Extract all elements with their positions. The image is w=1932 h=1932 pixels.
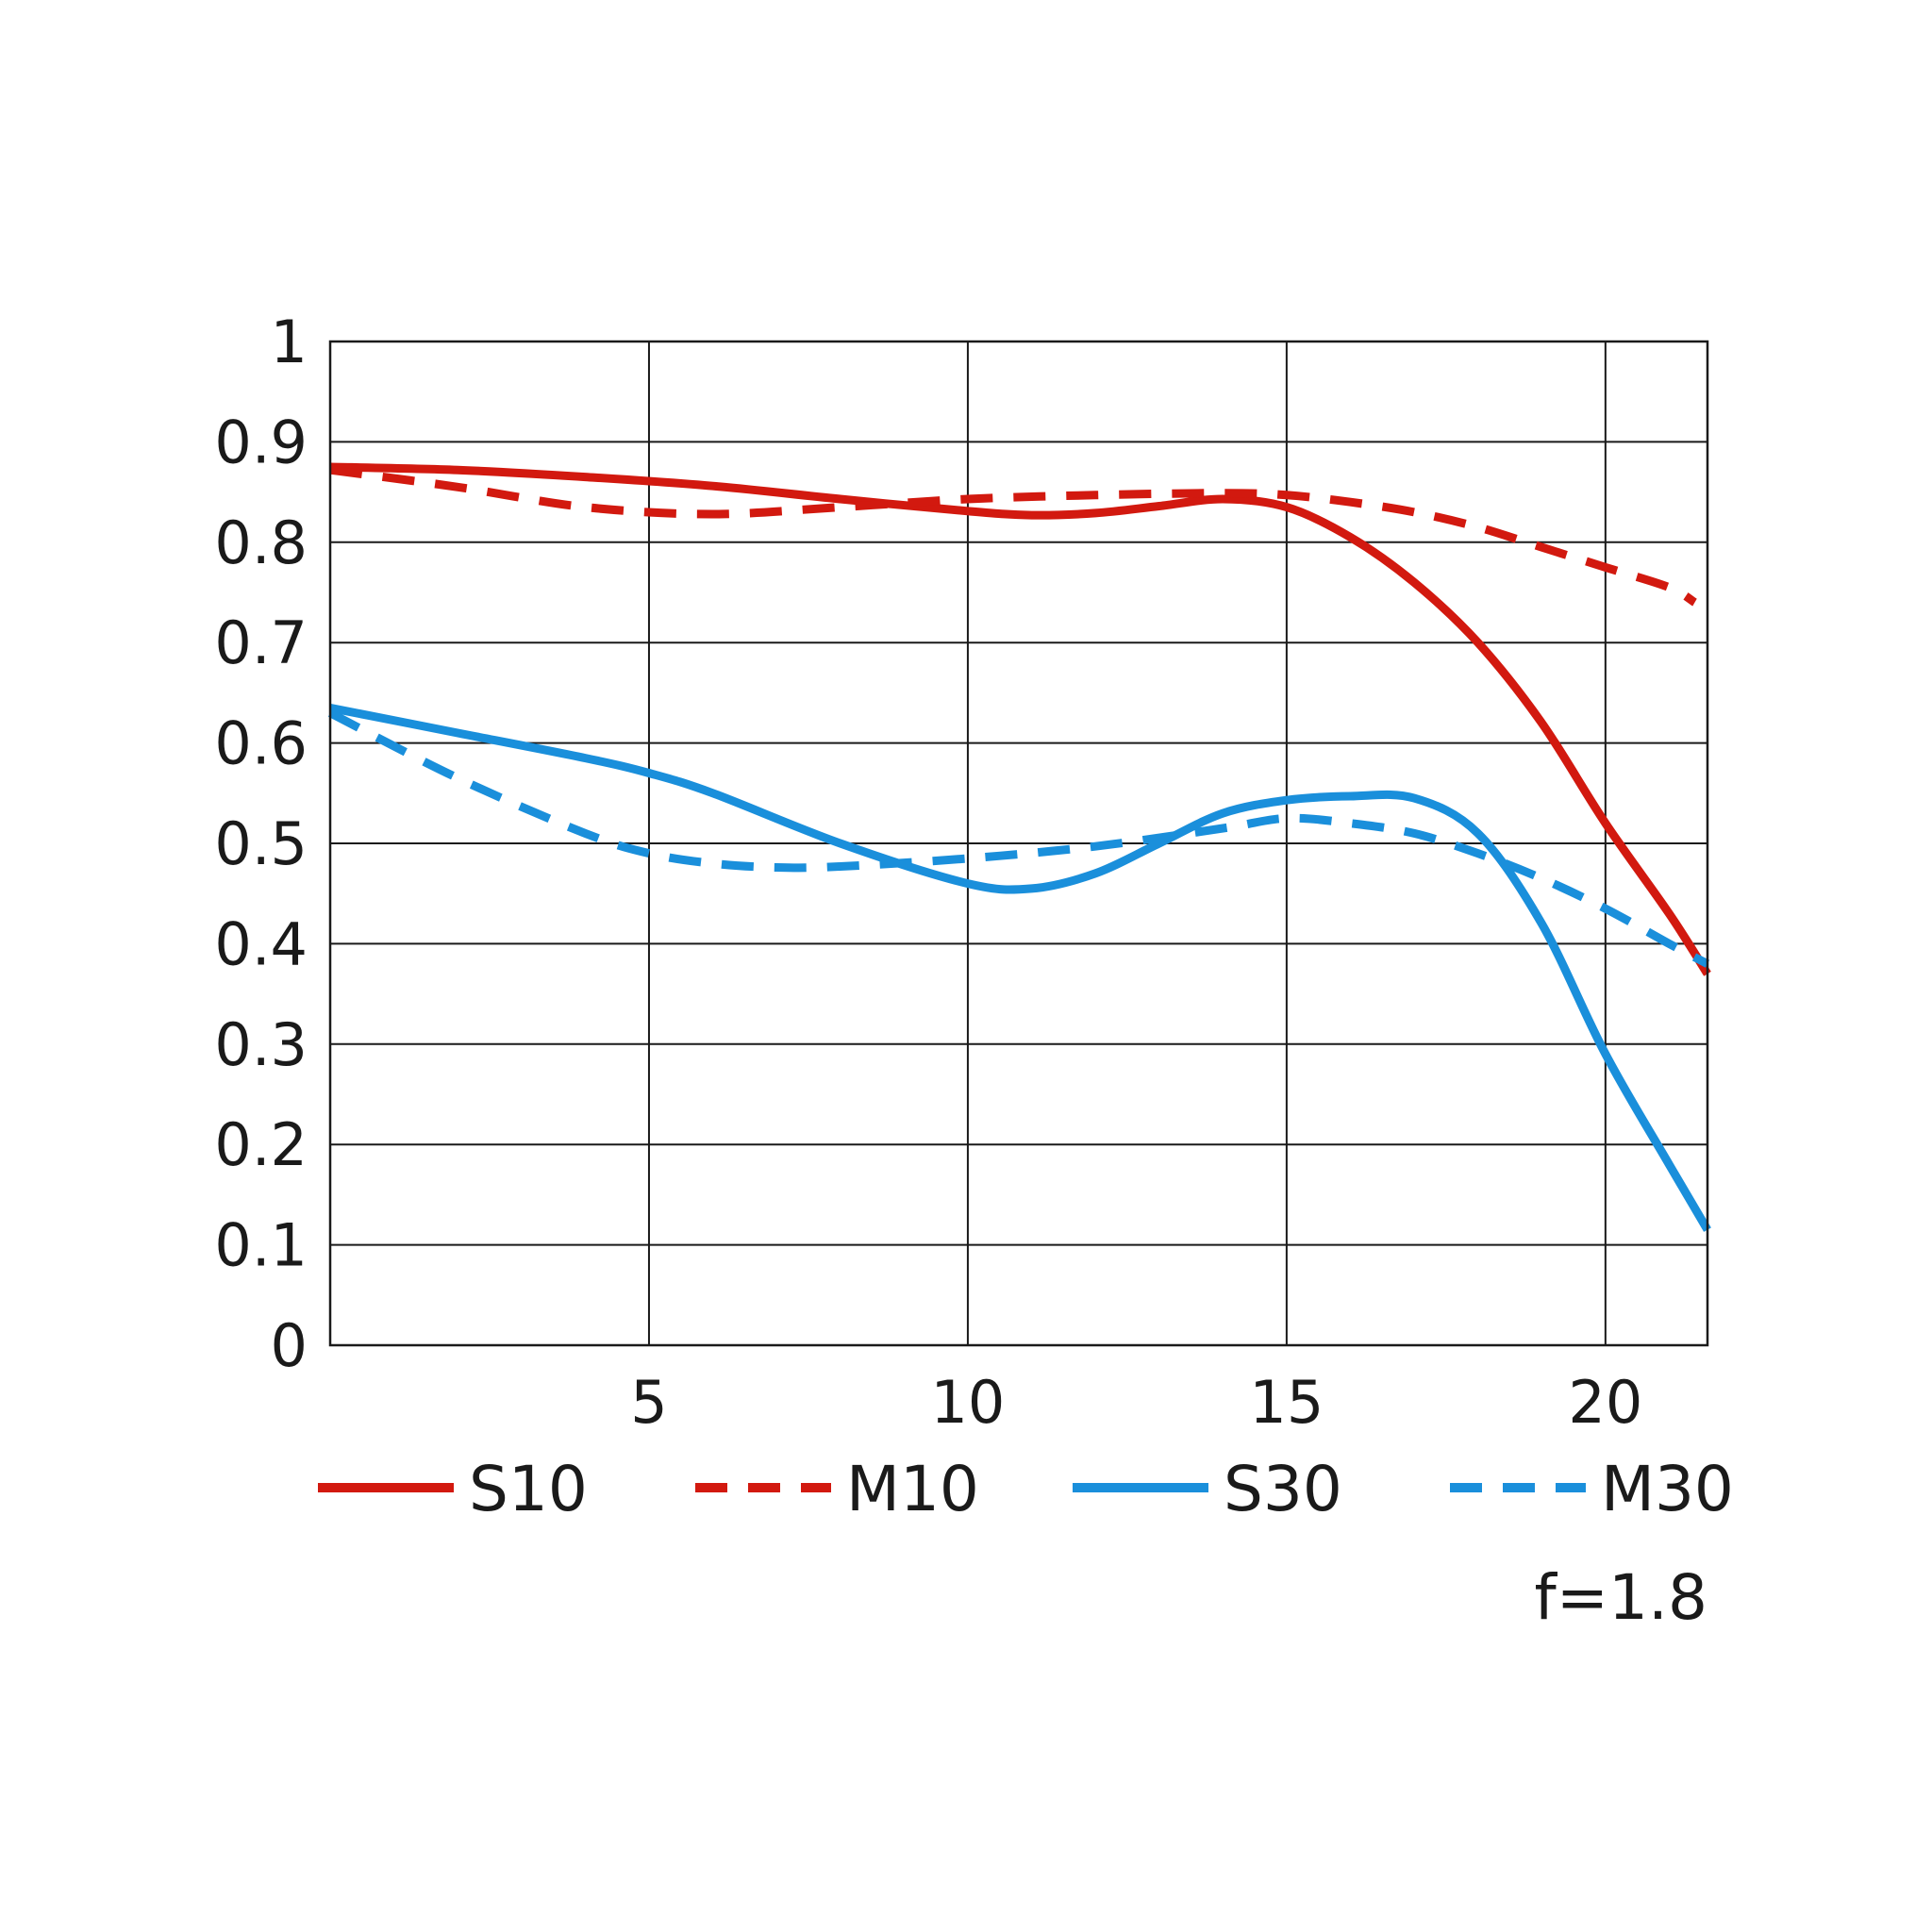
chart-series (327, 462, 1711, 1232)
series-line-s30 (329, 703, 1711, 1232)
y-tick-label: 0.4 (214, 909, 308, 978)
y-axis-tick-labels: 0 0.1 0.2 0.3 0.4 0.5 0.6 0.7 0.8 0.9 1 (214, 308, 308, 1380)
y-tick-label: 0.1 (214, 1211, 308, 1280)
x-tick-label: 10 (930, 1368, 1005, 1437)
chart-legend: S10 M10 S30 M30 (318, 1453, 1734, 1525)
y-tick-label: 1 (271, 308, 308, 376)
series-line-m10 (329, 465, 1697, 607)
y-tick-label: 0.3 (214, 1010, 308, 1079)
y-tick-label: 0.8 (214, 508, 308, 577)
legend-label-s30: S30 (1224, 1453, 1342, 1525)
legend-label-m30: M30 (1601, 1453, 1734, 1525)
chart-gridlines (330, 341, 1707, 1346)
y-tick-label: 0.2 (214, 1110, 308, 1179)
legend-label-s10: S10 (469, 1453, 588, 1525)
x-tick-label: 5 (630, 1368, 667, 1437)
series-line-s10 (329, 462, 1711, 976)
aperture-note: f=1.8 (1535, 1561, 1708, 1634)
y-tick-label: 0 (271, 1311, 308, 1380)
x-axis-tick-labels: 5 10 15 20 (630, 1368, 1642, 1437)
legend-label-m10: M10 (846, 1453, 979, 1525)
plot-frame (328, 340, 1709, 1347)
x-tick-label: 15 (1249, 1368, 1324, 1437)
series-line-m30 (327, 708, 1710, 968)
x-tick-label: 20 (1568, 1368, 1642, 1437)
y-tick-label: 0.5 (214, 809, 308, 878)
y-tick-label: 0.9 (214, 408, 308, 476)
y-tick-label: 0.6 (214, 709, 308, 778)
y-tick-label: 0.7 (214, 608, 308, 677)
